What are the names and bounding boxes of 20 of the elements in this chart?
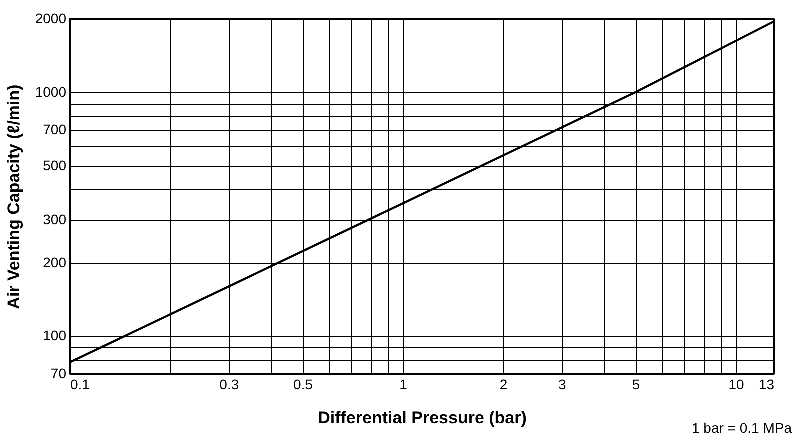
x-tick-label: 3: [558, 376, 567, 392]
x-tick-label: 0.3: [220, 376, 240, 392]
x-tick-label: 0.1: [70, 376, 90, 392]
x-tick-label: 10: [728, 376, 745, 392]
x-axis-title: Differential Pressure (bar): [318, 408, 527, 428]
y-tick-label: 70: [50, 366, 67, 382]
y-tick-label: 700: [43, 122, 67, 138]
y-tick-label: 1000: [35, 84, 67, 100]
x-tick-label: 0.5: [294, 376, 314, 392]
x-tick-label: 13: [758, 376, 775, 392]
y-tick-label: 100: [43, 328, 67, 344]
y-tick-label: 2000: [35, 10, 67, 26]
y-tick-label: 300: [43, 211, 67, 228]
y-tick-label: 200: [43, 254, 67, 270]
x-tick-label: 5: [632, 376, 640, 392]
y-tick-label: 500: [43, 157, 67, 174]
text: 1 bar = 0.1 MPa: [692, 420, 792, 436]
x-tick-label: 2: [500, 376, 508, 392]
x-tick-label: 1: [400, 376, 408, 392]
y-axis-title: Air Venting Capacity (ℓ/min): [4, 84, 24, 310]
